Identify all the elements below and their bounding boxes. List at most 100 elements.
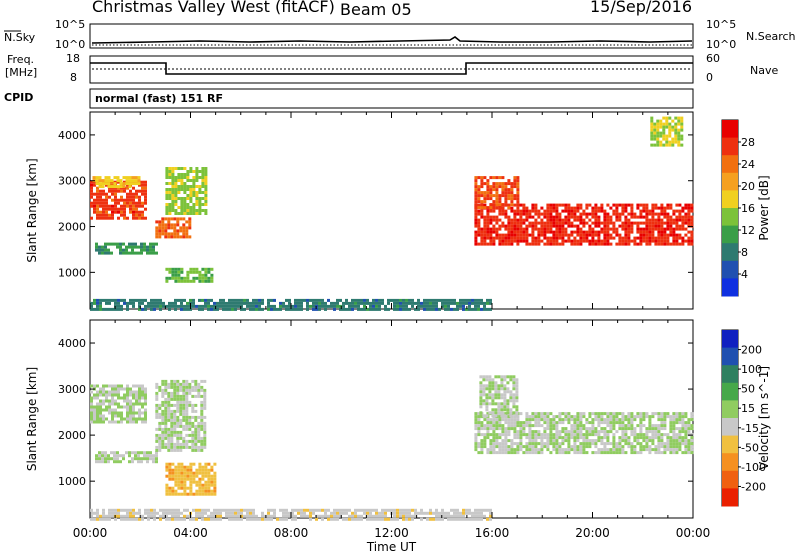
power-cell (669, 218, 673, 222)
velocity-cell (585, 451, 589, 455)
velocity-cell (182, 412, 186, 416)
power-cell (630, 221, 634, 225)
velocity-cell (189, 486, 193, 490)
velocity-cell (477, 424, 481, 428)
velocity-cell (137, 451, 140, 455)
velocity-cell (330, 514, 333, 518)
power-cell (659, 143, 663, 147)
velocity-cell (675, 433, 679, 437)
velocity-cell (585, 442, 589, 446)
velocity-cell (479, 387, 483, 391)
velocity-cell (132, 417, 135, 421)
velocity-cell (479, 399, 483, 403)
velocity-cell (618, 445, 622, 449)
power-cell (405, 304, 408, 308)
velocity-cell (303, 511, 306, 515)
velocity-cell (506, 399, 510, 403)
power-cell (141, 216, 144, 220)
velocity-cell (531, 451, 535, 455)
velocity-cell (546, 421, 550, 425)
power-cell (171, 276, 175, 280)
velocity-cell (164, 406, 168, 410)
velocity-cell (149, 451, 152, 455)
power-cell (603, 218, 607, 222)
velocity-cell (534, 436, 538, 440)
power-cell (117, 301, 120, 305)
power-cell (318, 304, 321, 308)
velocity-cell (504, 430, 508, 434)
velocity-cell (690, 448, 694, 452)
power-cell (582, 212, 586, 216)
power-cell (675, 242, 679, 246)
power-cell (141, 204, 144, 208)
power-cell (534, 212, 538, 216)
power-cell (179, 235, 183, 239)
power-cell (564, 206, 568, 210)
power-cell (351, 307, 354, 311)
velocity-cell (267, 511, 270, 515)
power-cell (516, 194, 520, 198)
power-cell (612, 230, 616, 234)
power-cell (477, 185, 481, 189)
y-tick-label: 3000 (58, 383, 86, 396)
power-cell (96, 301, 99, 305)
velocity-cell (498, 445, 502, 449)
power-cell (198, 307, 201, 311)
velocity-cell (477, 433, 481, 437)
velocity-cell (465, 508, 468, 512)
power-cell (594, 224, 598, 228)
power-cell (564, 227, 568, 231)
power-colorbar-swatch (722, 190, 738, 209)
power-cell (171, 170, 175, 173)
power-cell (249, 304, 252, 308)
power-cell (519, 233, 523, 237)
power-cell (672, 242, 676, 246)
power-cell (174, 167, 178, 170)
velocity-cell (150, 514, 153, 518)
velocity-cell (191, 379, 195, 383)
power-cell (138, 216, 141, 220)
power-cell (102, 201, 105, 205)
velocity-cell (579, 412, 583, 416)
velocity-cell (512, 378, 516, 382)
velocity-cell (509, 378, 513, 382)
power-cell (650, 131, 654, 135)
power-cell (543, 227, 547, 231)
velocity-cell (459, 514, 462, 518)
velocity-cell (179, 406, 183, 410)
velocity-cell (366, 514, 369, 518)
velocity-cell (642, 412, 646, 416)
power-cell (114, 301, 117, 305)
velocity-cell (174, 489, 178, 493)
velocity-cell (483, 442, 487, 446)
velocity-cell (150, 508, 153, 512)
power-cell (168, 197, 172, 200)
velocity-cell (534, 421, 538, 425)
power-cell (579, 212, 583, 216)
velocity-cell (500, 405, 504, 409)
power-cell (351, 298, 354, 302)
power-cell (662, 128, 666, 132)
power-cell (135, 189, 138, 193)
power-cell (165, 209, 169, 212)
power-cell (653, 122, 657, 126)
velocity-cell (639, 412, 643, 416)
velocity-cell (354, 514, 357, 518)
velocity-cell (194, 439, 198, 443)
power-cell (186, 170, 190, 173)
velocity-cell (197, 433, 201, 437)
velocity-cell (567, 439, 571, 443)
power-cell (594, 230, 598, 234)
power-cell (630, 209, 634, 213)
velocity-cell (128, 454, 131, 458)
velocity-cell (471, 511, 474, 515)
power-cell (267, 304, 270, 308)
velocity-cell (480, 433, 484, 437)
velocity-cell (441, 517, 444, 521)
date-title: 15/Sep/2016 (590, 0, 693, 16)
velocity-cell (96, 414, 99, 418)
velocity-cell (639, 424, 643, 428)
velocity-cell (474, 511, 477, 515)
velocity-cell (195, 471, 199, 475)
velocity-cell (618, 451, 622, 455)
